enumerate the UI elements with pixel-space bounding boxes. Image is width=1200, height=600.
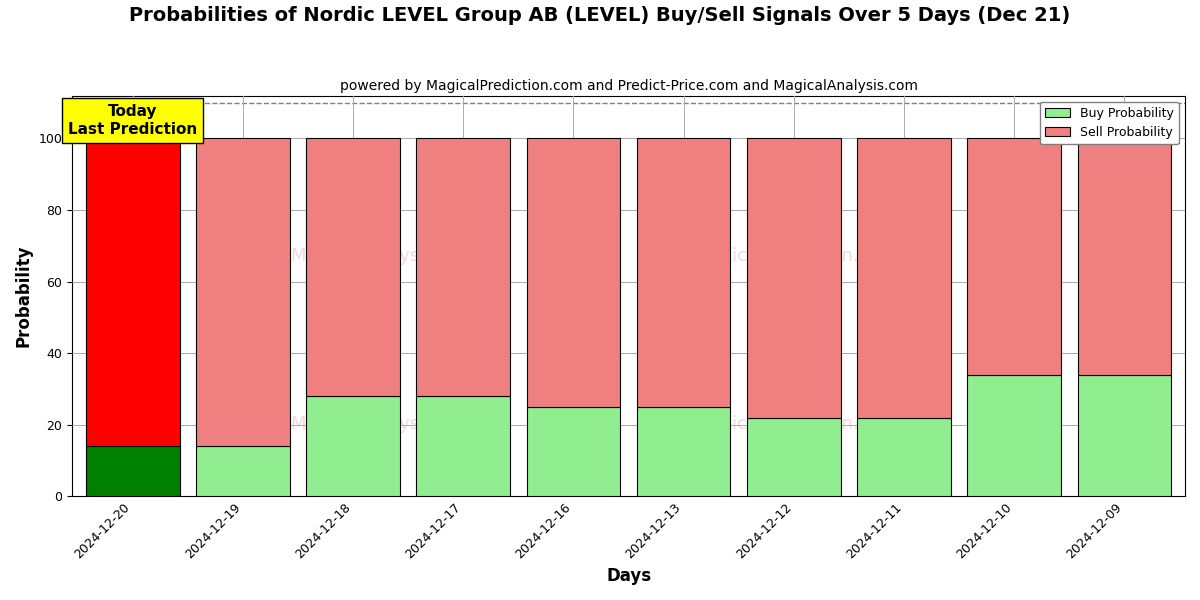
Bar bbox=[416, 139, 510, 396]
Bar bbox=[306, 139, 400, 396]
Bar bbox=[527, 139, 620, 407]
Bar bbox=[857, 418, 950, 496]
X-axis label: Days: Days bbox=[606, 567, 652, 585]
Bar bbox=[857, 139, 950, 418]
Bar bbox=[196, 139, 289, 446]
Bar bbox=[86, 139, 180, 446]
Bar bbox=[967, 374, 1061, 496]
Bar bbox=[86, 446, 180, 496]
Bar bbox=[527, 407, 620, 496]
Bar bbox=[306, 396, 400, 496]
Bar bbox=[1078, 139, 1171, 374]
Text: Today
Last Prediction: Today Last Prediction bbox=[68, 104, 197, 137]
Y-axis label: Probability: Probability bbox=[16, 245, 34, 347]
Text: MagicalPrediction.com: MagicalPrediction.com bbox=[694, 247, 898, 265]
Bar bbox=[748, 418, 841, 496]
Bar bbox=[637, 139, 731, 407]
Title: powered by MagicalPrediction.com and Predict-Price.com and MagicalAnalysis.com: powered by MagicalPrediction.com and Pre… bbox=[340, 79, 918, 93]
Text: MagicalAnalysis.com: MagicalAnalysis.com bbox=[290, 247, 478, 265]
Bar bbox=[416, 396, 510, 496]
Bar bbox=[748, 139, 841, 418]
Bar bbox=[1078, 374, 1171, 496]
Legend: Buy Probability, Sell Probability: Buy Probability, Sell Probability bbox=[1040, 102, 1178, 144]
Text: MagicalPrediction.com: MagicalPrediction.com bbox=[694, 415, 898, 433]
Bar bbox=[196, 446, 289, 496]
Bar bbox=[637, 407, 731, 496]
Bar bbox=[967, 139, 1061, 374]
Text: Probabilities of Nordic LEVEL Group AB (LEVEL) Buy/Sell Signals Over 5 Days (Dec: Probabilities of Nordic LEVEL Group AB (… bbox=[130, 6, 1070, 25]
Text: MagicalAnalysis.com: MagicalAnalysis.com bbox=[290, 415, 478, 433]
